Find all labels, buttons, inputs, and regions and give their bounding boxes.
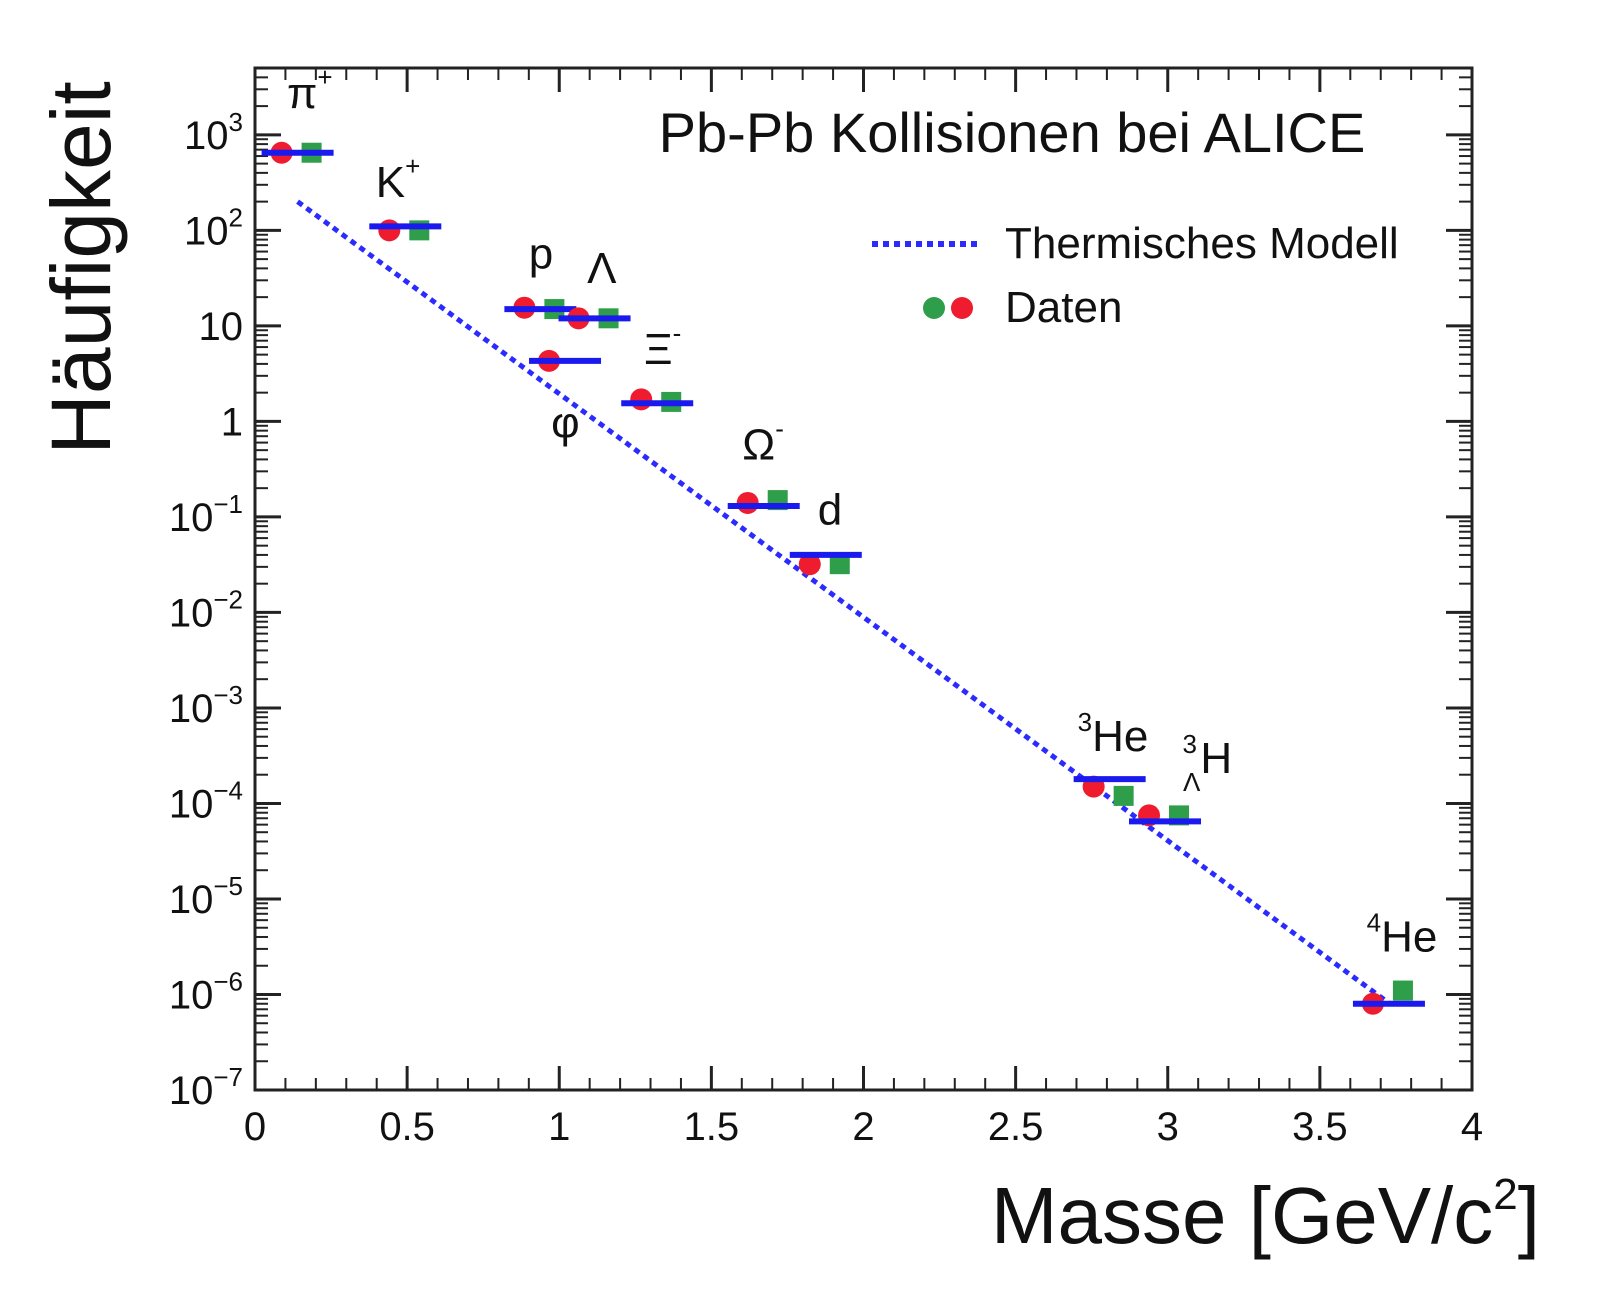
particle-label-charge: + bbox=[405, 151, 420, 181]
y-tick-base: 10 bbox=[169, 496, 214, 540]
x-axis-label-end: ] bbox=[1518, 1171, 1540, 1260]
y-tick-exponent: −6 bbox=[213, 966, 243, 996]
legend-green-marker bbox=[923, 297, 945, 319]
model-line-layer bbox=[296, 199, 1392, 1006]
x-tick-label: 3.5 bbox=[1292, 1105, 1348, 1149]
particle-label-symbol: K bbox=[376, 158, 405, 207]
particle-label: Ξ- bbox=[644, 318, 681, 374]
data-point-red bbox=[378, 219, 401, 242]
x-tick-label: 2 bbox=[852, 1105, 874, 1149]
x-tick-label: 2.5 bbox=[988, 1105, 1044, 1149]
data-point-green bbox=[409, 220, 430, 241]
y-tick-exponent: −2 bbox=[213, 584, 243, 614]
x-axis-label-sup: 2 bbox=[1493, 1170, 1517, 1219]
data-point-red bbox=[736, 491, 759, 514]
data-point-red bbox=[630, 388, 653, 411]
particle-label-mass-number: 4 bbox=[1367, 908, 1381, 938]
y-tick-base: 1 bbox=[221, 400, 243, 444]
particle-label-symbol: Ξ bbox=[644, 325, 673, 374]
y-tick-label: 103 bbox=[184, 107, 243, 158]
y-tick-exponent: −5 bbox=[213, 871, 243, 901]
thermal-model-line bbox=[296, 199, 1392, 1006]
legend-model-label: Thermisches Modell bbox=[1005, 219, 1399, 268]
y-tick-label: 10−4 bbox=[169, 775, 243, 826]
y-tick-base: 10 bbox=[184, 209, 229, 253]
particle-label-charge: - bbox=[673, 318, 682, 348]
x-axis-label-main: Masse [GeV/c bbox=[991, 1171, 1493, 1260]
data-point-green bbox=[1392, 980, 1413, 1001]
particle-label-symbol: He bbox=[1381, 913, 1437, 962]
data-marker-layer bbox=[261, 141, 1425, 1015]
y-tick-label: 10−7 bbox=[169, 1062, 243, 1113]
y-tick-label: 1 bbox=[221, 400, 243, 444]
particle-label-hyper-subscript: Λ bbox=[1183, 767, 1201, 797]
y-tick-exponent: 2 bbox=[229, 202, 243, 232]
particle-label-charge: + bbox=[317, 62, 332, 92]
x-tick-label: 0 bbox=[244, 1105, 266, 1149]
y-tick-base: 10 bbox=[169, 591, 214, 635]
particle-label-symbol: π bbox=[287, 69, 317, 118]
particle-label: 3 ΛH bbox=[1182, 729, 1232, 797]
particle-label: K+ bbox=[376, 151, 421, 207]
y-tick-label: 102 bbox=[184, 202, 243, 253]
y-tick-label: 10−5 bbox=[169, 871, 243, 922]
particle-label: φ bbox=[551, 399, 580, 448]
y-tick-base: 10 bbox=[169, 973, 214, 1017]
x-tick-label: 4 bbox=[1461, 1105, 1483, 1149]
x-tick-label: 3 bbox=[1157, 1105, 1179, 1149]
legend-data-label: Daten bbox=[1005, 283, 1122, 332]
particle-label: 3He bbox=[1078, 707, 1149, 761]
y-tick-label: 10−1 bbox=[169, 489, 243, 540]
y-tick-base: 10 bbox=[169, 878, 214, 922]
data-point-green bbox=[1113, 785, 1134, 806]
y-tick-base: 10 bbox=[169, 687, 214, 731]
particle-label: 4He bbox=[1367, 908, 1438, 962]
plot-frame bbox=[253, 66, 1474, 1092]
y-tick-label: 10−6 bbox=[169, 966, 243, 1017]
data-point-green bbox=[829, 554, 850, 575]
axis-ticks: 0 0.5 1 1.5 2 2.5 3 3.5 410310210110−110−210−310… bbox=[169, 67, 1483, 1149]
legend-red-marker bbox=[951, 297, 973, 319]
y-tick-base: 10 bbox=[199, 305, 244, 349]
y-tick-base: 10 bbox=[184, 114, 229, 158]
particle-label-symbol: Λ bbox=[587, 244, 617, 293]
y-tick-exponent: −3 bbox=[213, 680, 243, 710]
data-point-red bbox=[798, 553, 821, 576]
y-tick-label: 10 bbox=[199, 305, 244, 349]
particle-label: Ω- bbox=[742, 414, 784, 470]
y-tick-exponent: −7 bbox=[213, 1062, 243, 1092]
particle-label: π+ bbox=[287, 62, 333, 118]
particle-label-symbol: He bbox=[1092, 712, 1148, 761]
particle-label-charge: - bbox=[775, 414, 784, 444]
particle-label-symbol: H bbox=[1200, 734, 1232, 783]
y-tick-exponent: −4 bbox=[213, 775, 243, 805]
y-tick-label: 10−2 bbox=[169, 584, 243, 635]
y-axis-label: Häufigkeit bbox=[34, 81, 128, 455]
particle-label-symbol: p bbox=[529, 230, 553, 279]
y-tick-base: 10 bbox=[169, 1069, 214, 1113]
x-axis-label: Masse [GeV/c2] bbox=[991, 1170, 1540, 1260]
y-tick-base: 10 bbox=[169, 782, 214, 826]
legend: Thermisches Modell Daten bbox=[872, 219, 1399, 332]
x-tick-label: 1 bbox=[548, 1105, 570, 1149]
particle-label: p bbox=[529, 230, 553, 279]
x-tick-label: 0.5 bbox=[379, 1105, 435, 1149]
x-tick-label: 1.5 bbox=[684, 1105, 740, 1149]
y-tick-exponent: 3 bbox=[229, 107, 243, 137]
particle-label: d bbox=[818, 486, 842, 535]
y-tick-label: 10−3 bbox=[169, 680, 243, 731]
particle-label-mass-number: 3 bbox=[1182, 729, 1196, 759]
particle-label-symbol: d bbox=[818, 486, 842, 535]
particle-label-symbol: φ bbox=[551, 399, 580, 448]
chart-title: Pb-Pb Kollisionen bei ALICE bbox=[659, 101, 1366, 164]
particle-label-symbol: Ω bbox=[742, 421, 775, 470]
particle-label: Λ bbox=[587, 244, 617, 293]
particle-label-mass-number: 3 bbox=[1078, 707, 1092, 737]
y-tick-exponent: −1 bbox=[213, 489, 243, 519]
